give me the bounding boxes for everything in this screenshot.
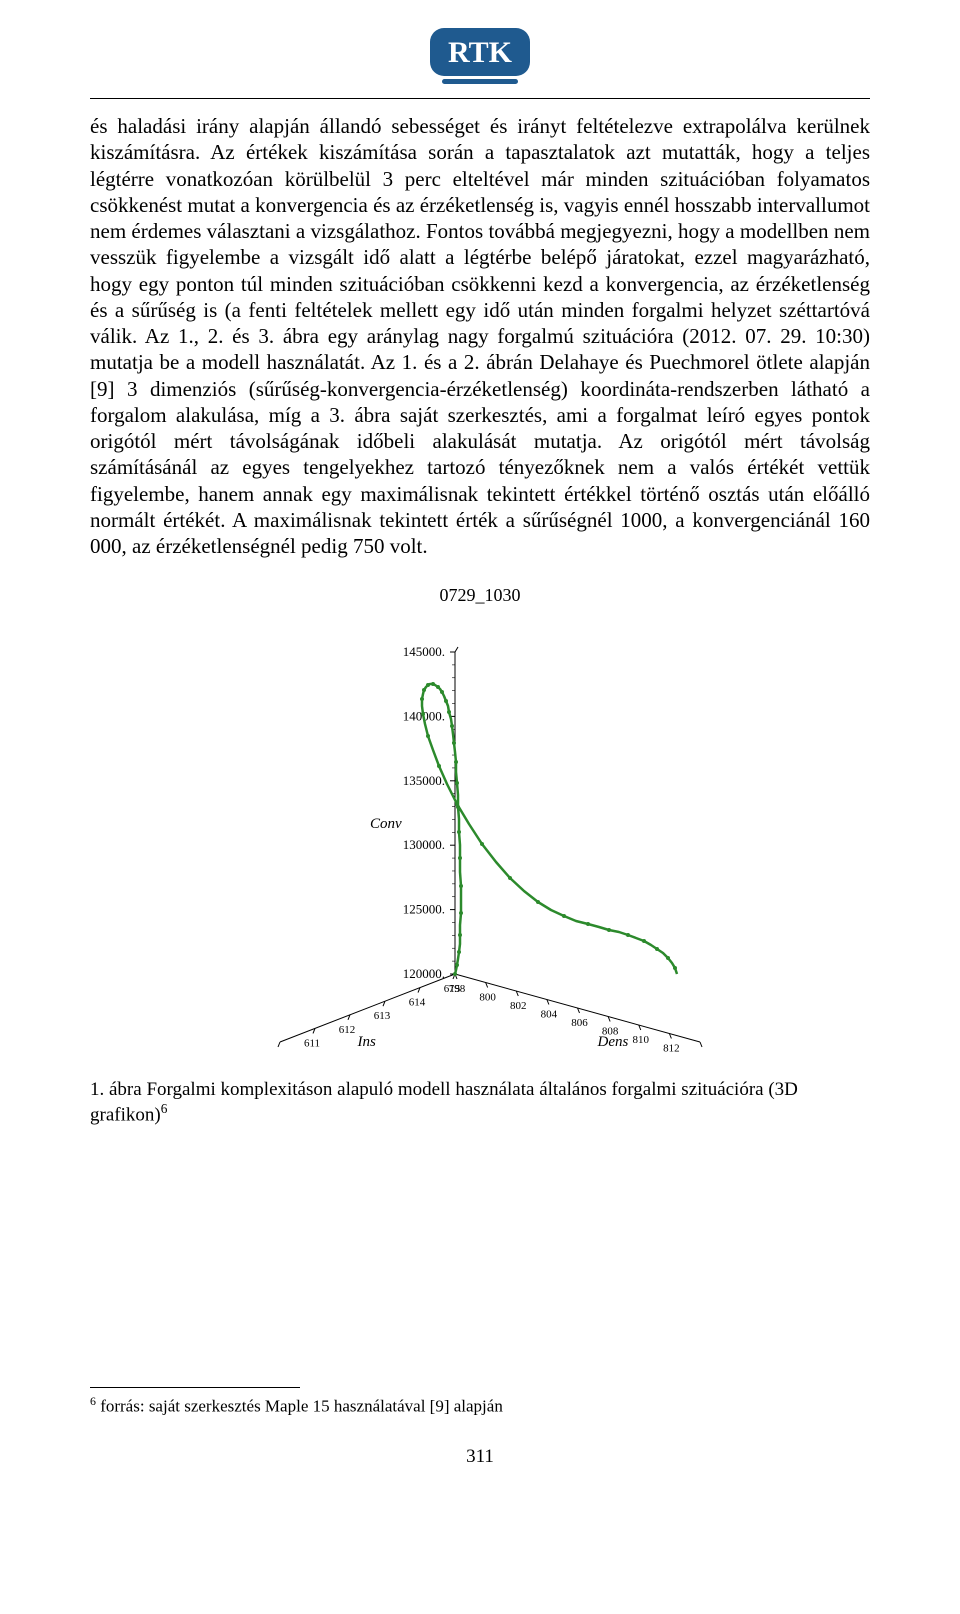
svg-text:Conv: Conv	[370, 816, 402, 832]
svg-text:614: 614	[409, 997, 426, 1009]
svg-text:120000.: 120000.	[403, 966, 445, 981]
svg-text:Dens: Dens	[597, 1034, 629, 1050]
caption-text: 1. ábra Forgalmi komplexitáson alapuló m…	[90, 1079, 798, 1125]
svg-text:145000.: 145000.	[403, 644, 445, 659]
chart-title: 0729_1030	[220, 585, 740, 606]
footnote-text: forrás: saját szerkesztés Maple 15 haszn…	[96, 1396, 503, 1415]
svg-text:814: 814	[694, 1051, 711, 1052]
footnote: 6 forrás: saját szerkesztés Maple 15 has…	[90, 1394, 870, 1417]
svg-text:613: 613	[374, 1010, 391, 1022]
svg-text:802: 802	[510, 1000, 527, 1012]
svg-text:612: 612	[339, 1024, 356, 1036]
svg-text:804: 804	[541, 1009, 558, 1021]
svg-text:Ins: Ins	[357, 1034, 376, 1050]
figure-1: 0729_1030 120000. 125000. 130000. 135000. 14…	[90, 585, 870, 1126]
svg-text:611: 611	[304, 1038, 320, 1050]
chart-3d: 0729_1030 120000. 125000. 130000. 135000. 14…	[220, 585, 740, 1057]
svg-text:125000.: 125000.	[403, 902, 445, 917]
page-header: RTK	[90, 20, 870, 99]
svg-text:135000.: 135000.	[403, 773, 445, 788]
logo-rtk: RTK	[424, 20, 536, 90]
caption-footnote-ref: 6	[161, 1101, 168, 1116]
svg-text:798: 798	[449, 983, 466, 995]
footnote-separator	[90, 1387, 300, 1388]
svg-text:806: 806	[571, 1017, 588, 1029]
svg-text:130000.: 130000.	[403, 837, 445, 852]
figure-caption: 1. ábra Forgalmi komplexitáson alapuló m…	[90, 1079, 870, 1126]
svg-text:810: 810	[633, 1034, 650, 1046]
svg-text:800: 800	[479, 992, 496, 1004]
chart-svg: 120000.125000.130000.135000.140000.14500…	[220, 612, 740, 1052]
svg-text:812: 812	[663, 1043, 680, 1053]
svg-text:RTK: RTK	[448, 36, 513, 69]
svg-text:610: 610	[269, 1051, 286, 1052]
main-paragraph: és haladási irány alapján állandó sebess…	[90, 113, 870, 559]
page-number: 311	[90, 1446, 870, 1468]
